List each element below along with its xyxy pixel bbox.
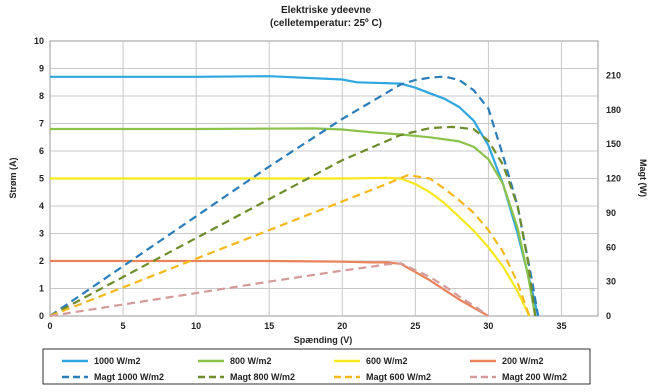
x-tick-label: 20 — [337, 321, 347, 331]
series-line-7 — [49, 262, 490, 318]
y-right-tick-label: 210 — [606, 70, 621, 80]
x-axis-ticks: 0 5 10 15 20 25 30 35 — [47, 321, 566, 331]
y-left-tick-label: 4 — [39, 201, 44, 211]
x-tick-label: 5 — [121, 321, 126, 331]
y-left-tick-label: 10 — [34, 36, 44, 46]
legend-label-3: 200 W/m2 — [502, 356, 544, 366]
legend-box — [42, 348, 591, 385]
legend-label-7: Magt 200 W/m2 — [502, 372, 567, 382]
chart-title: Elektriske ydeevne — [281, 5, 371, 16]
y-right-axis-label: Magt (W) — [638, 159, 648, 197]
y-left-tick-label: 8 — [39, 91, 44, 101]
legend: 1000 W/m2 800 W/m2 600 W/m2 200 W/m2 Magt 10… — [42, 348, 591, 385]
x-tick-label: 10 — [191, 321, 201, 331]
x-tick-label: 35 — [556, 321, 566, 331]
y-right-tick-label: 60 — [606, 242, 616, 252]
y-left-axis-ticks: 0 1 2 3 4 5 6 7 8 9 10 — [34, 36, 44, 321]
series-layer — [49, 75, 540, 318]
y-left-tick-label: 0 — [39, 311, 44, 321]
chart-subtitle: (celletemperatur: 25º C) — [270, 18, 382, 29]
series-line-2 — [50, 176, 531, 317]
series-line-4 — [49, 75, 540, 317]
legend-label-1: 800 W/m2 — [230, 356, 272, 366]
y-left-tick-label: 1 — [39, 284, 44, 294]
y-right-tick-label: 0 — [606, 311, 611, 321]
y-left-tick-label: 2 — [39, 256, 44, 266]
y-left-axis-label: Strøm (A) — [8, 158, 18, 199]
series-line-6 — [49, 174, 531, 318]
y-right-tick-label: 180 — [606, 105, 621, 115]
x-tick-label: 30 — [483, 321, 493, 331]
y-left-tick-label: 5 — [39, 174, 44, 184]
x-axis-label: Spænding (V) — [294, 335, 353, 345]
legend-label-2: 600 W/m2 — [366, 356, 408, 366]
legend-label-0: 1000 W/m2 — [94, 356, 141, 366]
x-tick-label: 25 — [410, 321, 420, 331]
y-right-tick-label: 90 — [606, 208, 616, 218]
y-left-tick-label: 6 — [39, 146, 44, 156]
y-right-tick-label: 150 — [606, 139, 621, 149]
y-left-tick-label: 3 — [39, 229, 44, 239]
series-line-1 — [50, 127, 537, 317]
legend-label-4: Magt 1000 W/m2 — [94, 372, 164, 382]
y-right-axis-ticks: 0 30 60 90 120 150 180 210 — [606, 70, 621, 321]
y-right-tick-label: 120 — [606, 174, 621, 184]
y-left-tick-label: 9 — [39, 64, 44, 74]
y-left-tick-label: 7 — [39, 119, 44, 129]
y-right-tick-label: 30 — [606, 277, 616, 287]
x-tick-label: 0 — [47, 321, 52, 331]
legend-label-6: Magt 600 W/m2 — [366, 372, 431, 382]
x-tick-label: 15 — [264, 321, 274, 331]
legend-label-5: Magt 800 W/m2 — [230, 372, 295, 382]
